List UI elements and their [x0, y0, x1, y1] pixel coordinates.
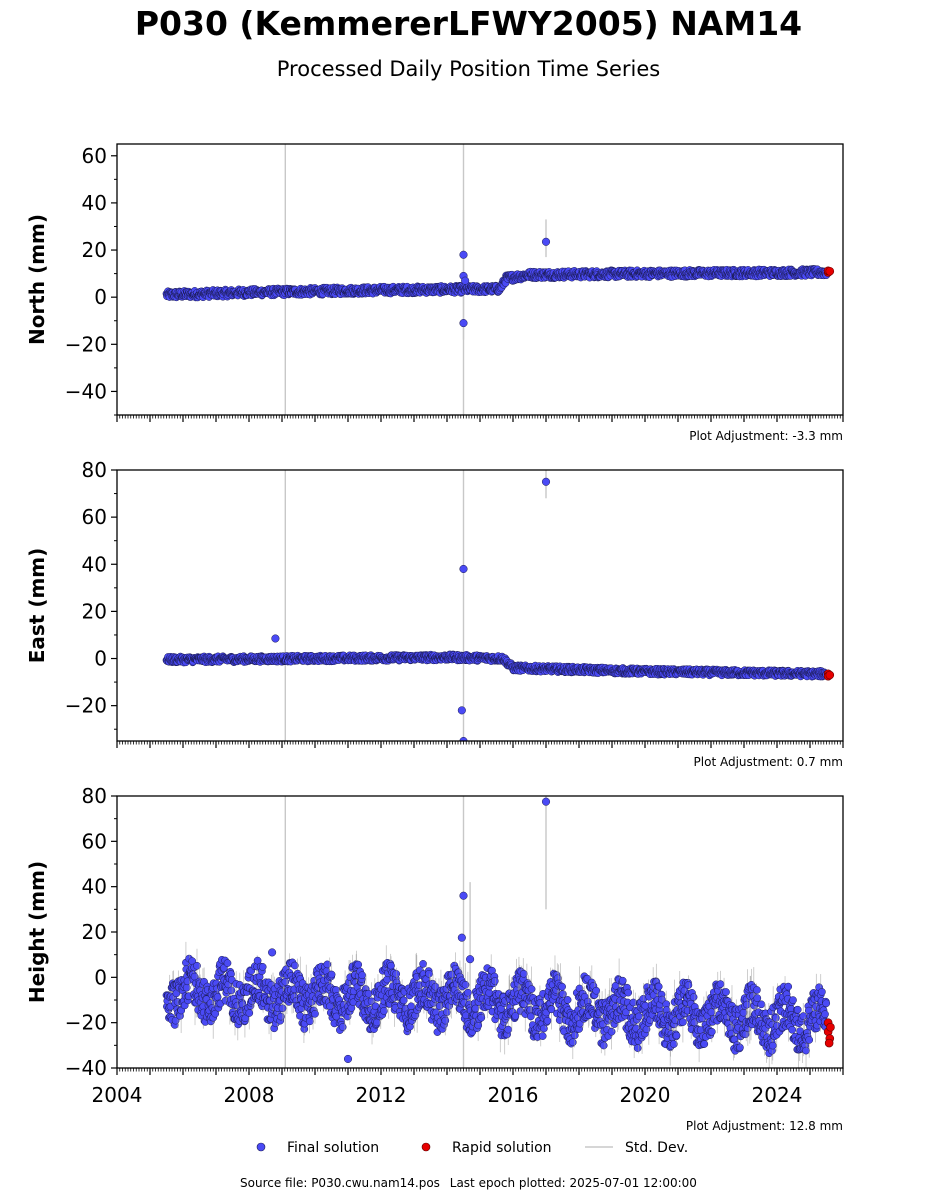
- plot-adjustment-note: Plot Adjustment: 0.7 mm: [694, 755, 843, 769]
- final-solution-point: [607, 1027, 616, 1036]
- final-solution-point: [464, 988, 472, 997]
- final-solution-point: [538, 1032, 547, 1040]
- final-solution-point: [435, 1002, 444, 1010]
- final-solution-point: [245, 1009, 254, 1017]
- outlier-point: [459, 319, 468, 328]
- final-solution-point: [679, 1018, 687, 1026]
- outlier-point: [459, 250, 468, 259]
- final-solution-point: [323, 960, 332, 969]
- outlier-point: [459, 736, 468, 741]
- final-solution-point: [290, 961, 299, 970]
- final-solution-point: [629, 998, 638, 1007]
- y-tick-label: 40: [82, 552, 107, 576]
- final-solution-point: [558, 982, 566, 991]
- final-solution-point: [559, 990, 567, 998]
- final-solution-point: [327, 970, 336, 979]
- final-solution-point: [689, 993, 698, 1001]
- final-solution-point: [213, 993, 222, 1001]
- y-axis-label: East (mm): [25, 548, 49, 664]
- y-tick-label: 80: [82, 458, 107, 482]
- final-solution-point: [540, 1024, 548, 1033]
- outlier-point: [541, 237, 551, 246]
- y-tick-label: 20: [82, 599, 107, 623]
- outlier-point: [459, 564, 468, 574]
- final-solution-point: [227, 986, 236, 995]
- y-tick-label: 0: [94, 647, 107, 671]
- final-solution-point: [490, 977, 499, 985]
- final-solution-point: [311, 1009, 319, 1018]
- final-solution-point: [635, 1012, 643, 1021]
- final-solution-point: [568, 1038, 577, 1047]
- final-solution-point: [672, 1031, 681, 1040]
- final-solution-point: [624, 988, 633, 997]
- final-solution-point: [211, 1009, 220, 1018]
- final-solution-point: [599, 1041, 608, 1050]
- outlier-point: [457, 706, 466, 715]
- final-solution-point: [253, 956, 262, 965]
- plot-area: [162, 144, 835, 415]
- final-solution-point: [354, 960, 363, 969]
- final-solution-point: [387, 961, 395, 970]
- final-solution-point: [358, 971, 366, 980]
- final-solution-point: [504, 1025, 513, 1034]
- y-tick-label: −40: [65, 379, 107, 403]
- y-tick-label: 60: [82, 144, 107, 168]
- chart-title: P030 (KemmererLFWY2005) NAM14: [134, 4, 803, 43]
- final-solution-point: [618, 976, 627, 985]
- final-solution-point: [543, 1016, 552, 1025]
- final-solution-point: [461, 980, 470, 989]
- final-solution-point: [707, 1008, 716, 1016]
- panel-east: −20 0 20 40 60 80 East (mm) Plot Adjustment: 0.…: [25, 458, 844, 769]
- plot-adjustment-note: Plot Adjustment: -3.3 mm: [689, 429, 843, 443]
- final-solution-point: [477, 1013, 486, 1022]
- plot-area: [162, 470, 835, 741]
- y-axis-label: North (mm): [25, 214, 49, 345]
- final-solution-point: [380, 1007, 388, 1015]
- final-solution-point: [633, 1044, 642, 1052]
- outlier-point: [461, 276, 470, 285]
- panel-north: −40 −20 0 20 40 60 North (mm) Plot Adjustment: …: [25, 143, 844, 443]
- final-solution-point: [707, 1027, 716, 1036]
- final-solution-point: [258, 963, 267, 971]
- final-solution-point: [306, 1017, 314, 1026]
- final-solution-point: [171, 1016, 180, 1025]
- final-solution-point: [332, 1012, 341, 1021]
- rapid-solution-point: [825, 266, 835, 276]
- final-solution-point: [193, 961, 201, 970]
- y-tick-label: −20: [65, 694, 107, 718]
- final-solution-point: [281, 977, 290, 986]
- final-solution-point: [527, 985, 536, 993]
- final-solution-point: [338, 1023, 347, 1031]
- final-solution-point: [563, 996, 572, 1004]
- final-solution-point: [700, 1040, 709, 1048]
- y-tick-label: 0: [94, 285, 107, 309]
- final-solution-point: [278, 1004, 287, 1013]
- final-solution-point: [654, 982, 663, 991]
- outlier-point: [541, 477, 551, 486]
- y-tick-label: 60: [82, 505, 107, 529]
- plot-area: [162, 796, 835, 1068]
- y-tick-label: 20: [82, 238, 107, 262]
- rapid-solution-point: [825, 670, 835, 680]
- outlier-point: [271, 634, 280, 643]
- final-solution-point: [419, 960, 427, 968]
- final-solution-point: [684, 981, 693, 989]
- chart-subtitle: Processed Daily Position Time Series: [276, 57, 661, 81]
- final-solution-point: [223, 959, 232, 967]
- final-solution-point: [441, 1016, 450, 1025]
- y-tick-label: 40: [82, 191, 107, 215]
- final-solution-point: [519, 969, 528, 978]
- plot-frame: [116, 469, 844, 742]
- final-solution-point: [425, 969, 433, 978]
- final-solution-point: [592, 986, 601, 995]
- y-tick-label: −20: [65, 332, 107, 356]
- final-solution-point: [399, 996, 408, 1005]
